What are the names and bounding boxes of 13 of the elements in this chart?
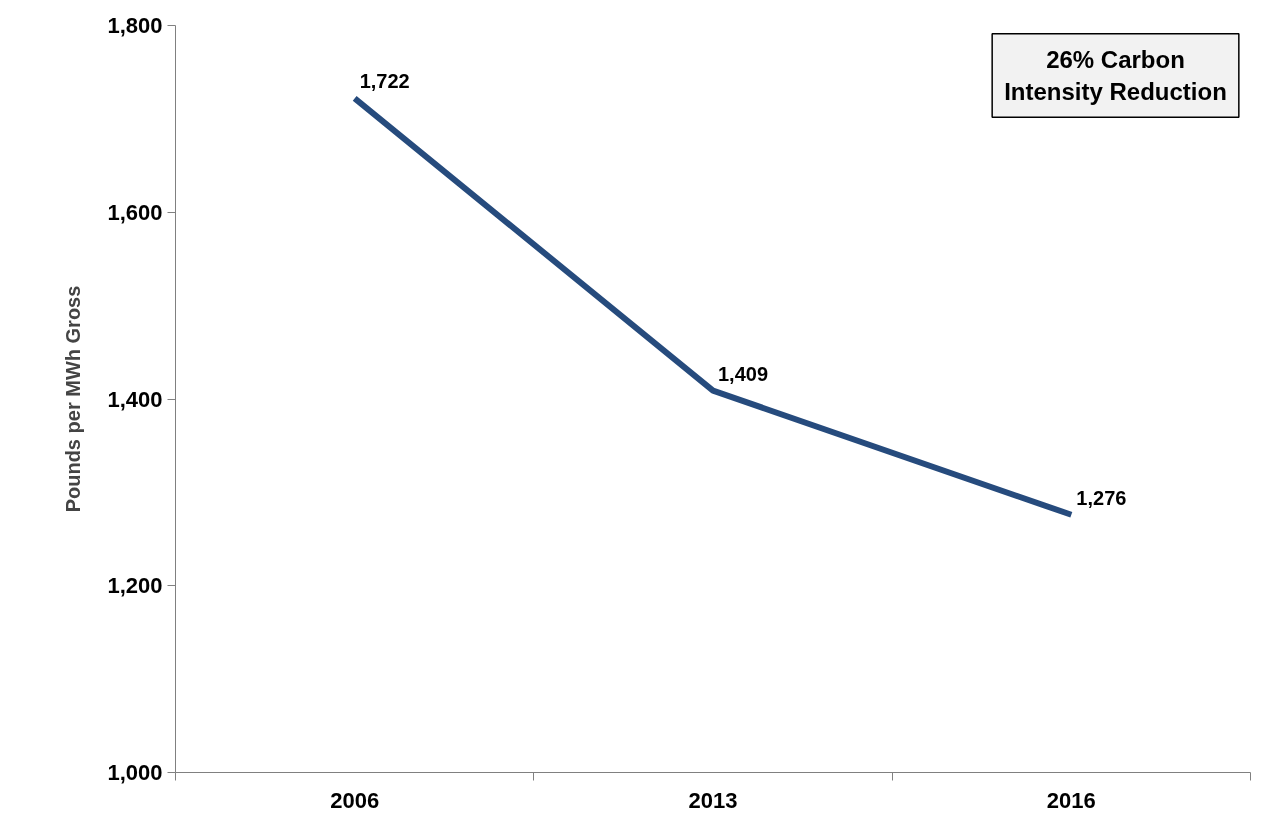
y-tick-label: 1,600 [107,199,163,225]
y-tick-label: 1,800 [107,13,163,38]
annotation: 26% Carbon Intensity Reduction [1004,45,1227,106]
y-tick-label: 1,200 [107,573,163,599]
data-label: 1,722 [359,70,410,93]
x-tick-label: 2013 [688,787,738,813]
x-tick-label: 2006 [330,787,380,813]
y-axis-title: Pounds per MWh Gross [62,285,85,513]
data-label: 1,276 [1076,486,1127,509]
x-tick-label: 2016 [1046,787,1096,813]
y-tick-label: 1,400 [107,386,163,412]
data-label: 1,409 [718,362,769,385]
y-tick-label: 1,000 [107,760,163,785]
